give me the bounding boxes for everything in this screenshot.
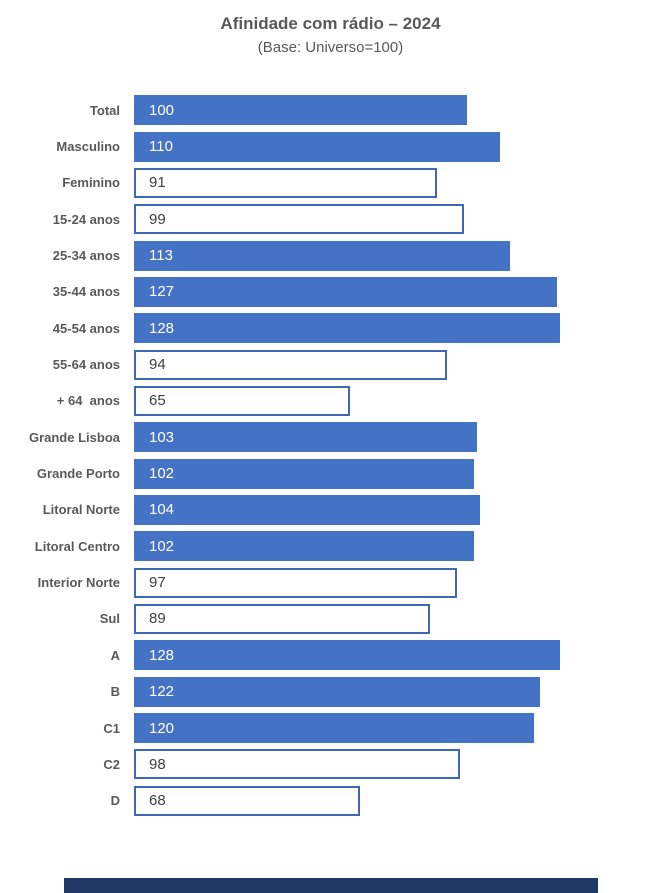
value-label: 98 (149, 755, 166, 773)
category-label: B (110, 684, 120, 700)
category-label: Sul (99, 611, 120, 627)
category-label: 15-24 anos (52, 211, 120, 227)
category-label: Feminino (62, 175, 120, 191)
value-label: 103 (149, 428, 175, 446)
bar-row: D 68 (0, 783, 620, 819)
value-label: 110 (149, 138, 173, 156)
bar-row: 15-24 anos 99 (0, 201, 620, 237)
bottom-accent-strip (64, 878, 598, 893)
category-label: Grande Lisboa (28, 429, 120, 445)
value-label: 94 (149, 356, 166, 374)
category-label: Interior Norte (37, 575, 120, 591)
value-label: 99 (149, 210, 166, 228)
bar-row: 25-34 anos 113 (0, 237, 620, 273)
bar-row: Litoral Norte 104 (0, 492, 620, 528)
value-label: 120 (149, 719, 175, 737)
value-label: 91 (149, 174, 166, 192)
bar-row: Litoral Centro 102 (0, 528, 620, 564)
chart-title: Afinidade com rádio – 2024 (220, 14, 441, 33)
value-label: 128 (149, 319, 175, 337)
value-label: 89 (149, 610, 166, 628)
bar-row: C2 98 (0, 746, 620, 782)
bar-row: 45-54 anos 128 (0, 310, 620, 346)
category-label: 55-64 anos (52, 357, 120, 373)
bar-row: C1 120 (0, 710, 620, 746)
value-label: 102 (149, 465, 175, 483)
category-label: D (110, 793, 120, 809)
bar: 68 (134, 785, 360, 816)
value-label: 128 (149, 646, 175, 664)
bar: 104 (134, 494, 480, 525)
bar: 65 (134, 385, 350, 416)
bar-row: 35-44 anos 127 (0, 274, 620, 310)
category-label: 45-54 anos (52, 320, 120, 336)
bar-row: B 122 (0, 674, 620, 710)
category-label: C2 (103, 756, 120, 772)
bar-row: Sul 89 (0, 601, 620, 637)
category-label: A (110, 647, 120, 663)
value-label: 102 (149, 537, 175, 555)
chart-title-block: Afinidade com rádio – 2024 (Base: Univer… (0, 13, 661, 58)
category-label: Total (89, 102, 120, 118)
bar: 103 (134, 422, 477, 453)
bar-row: Grande Porto 102 (0, 455, 620, 491)
value-label: 127 (149, 283, 175, 301)
bar-row: Total 100 (0, 92, 620, 128)
bar: 122 (134, 676, 540, 707)
bar: 128 (134, 640, 560, 671)
category-label: Litoral Centro (34, 538, 120, 554)
category-label: 35-44 anos (52, 284, 120, 300)
value-label: 104 (149, 501, 175, 519)
category-label: C1 (103, 720, 120, 736)
bar-row: + 64 anos 65 (0, 383, 620, 419)
bar: 91 (134, 167, 437, 198)
value-label: 65 (149, 392, 166, 410)
category-label: Masculino (56, 139, 120, 155)
bar: 128 (134, 313, 560, 344)
bar-row: Grande Lisboa 103 (0, 419, 620, 455)
bar: 110 (134, 131, 500, 162)
bar-row: Feminino 91 (0, 165, 620, 201)
category-label: Litoral Norte (42, 502, 120, 518)
bar: 127 (134, 276, 557, 307)
value-label: 122 (149, 683, 175, 701)
bar: 97 (134, 567, 457, 598)
bar: 102 (134, 458, 474, 489)
value-label: 68 (149, 792, 166, 810)
bar-row: Interior Norte 97 (0, 564, 620, 600)
bar-row: A 128 (0, 637, 620, 673)
bar: 89 (134, 603, 430, 634)
category-label: 25-34 anos (52, 248, 120, 264)
bar-row: Masculino 110 (0, 128, 620, 164)
bar: 113 (134, 240, 510, 271)
category-label: Grande Porto (36, 466, 120, 482)
bar: 102 (134, 531, 474, 562)
bar-row: 55-64 anos 94 (0, 346, 620, 382)
bar: 94 (134, 349, 447, 380)
value-label: 113 (149, 247, 173, 265)
value-label: 97 (149, 574, 166, 592)
bar: 100 (134, 95, 467, 126)
category-label: + 64 anos (56, 393, 120, 409)
bar: 98 (134, 749, 460, 780)
bar: 99 (134, 204, 464, 235)
value-label: 100 (149, 101, 175, 119)
plot-area: Total 100 Masculino 110 Feminino 91 15-24 anos… (0, 92, 620, 819)
bar: 120 (134, 713, 534, 744)
chart-subtitle: (Base: Universo=100) (257, 39, 404, 56)
